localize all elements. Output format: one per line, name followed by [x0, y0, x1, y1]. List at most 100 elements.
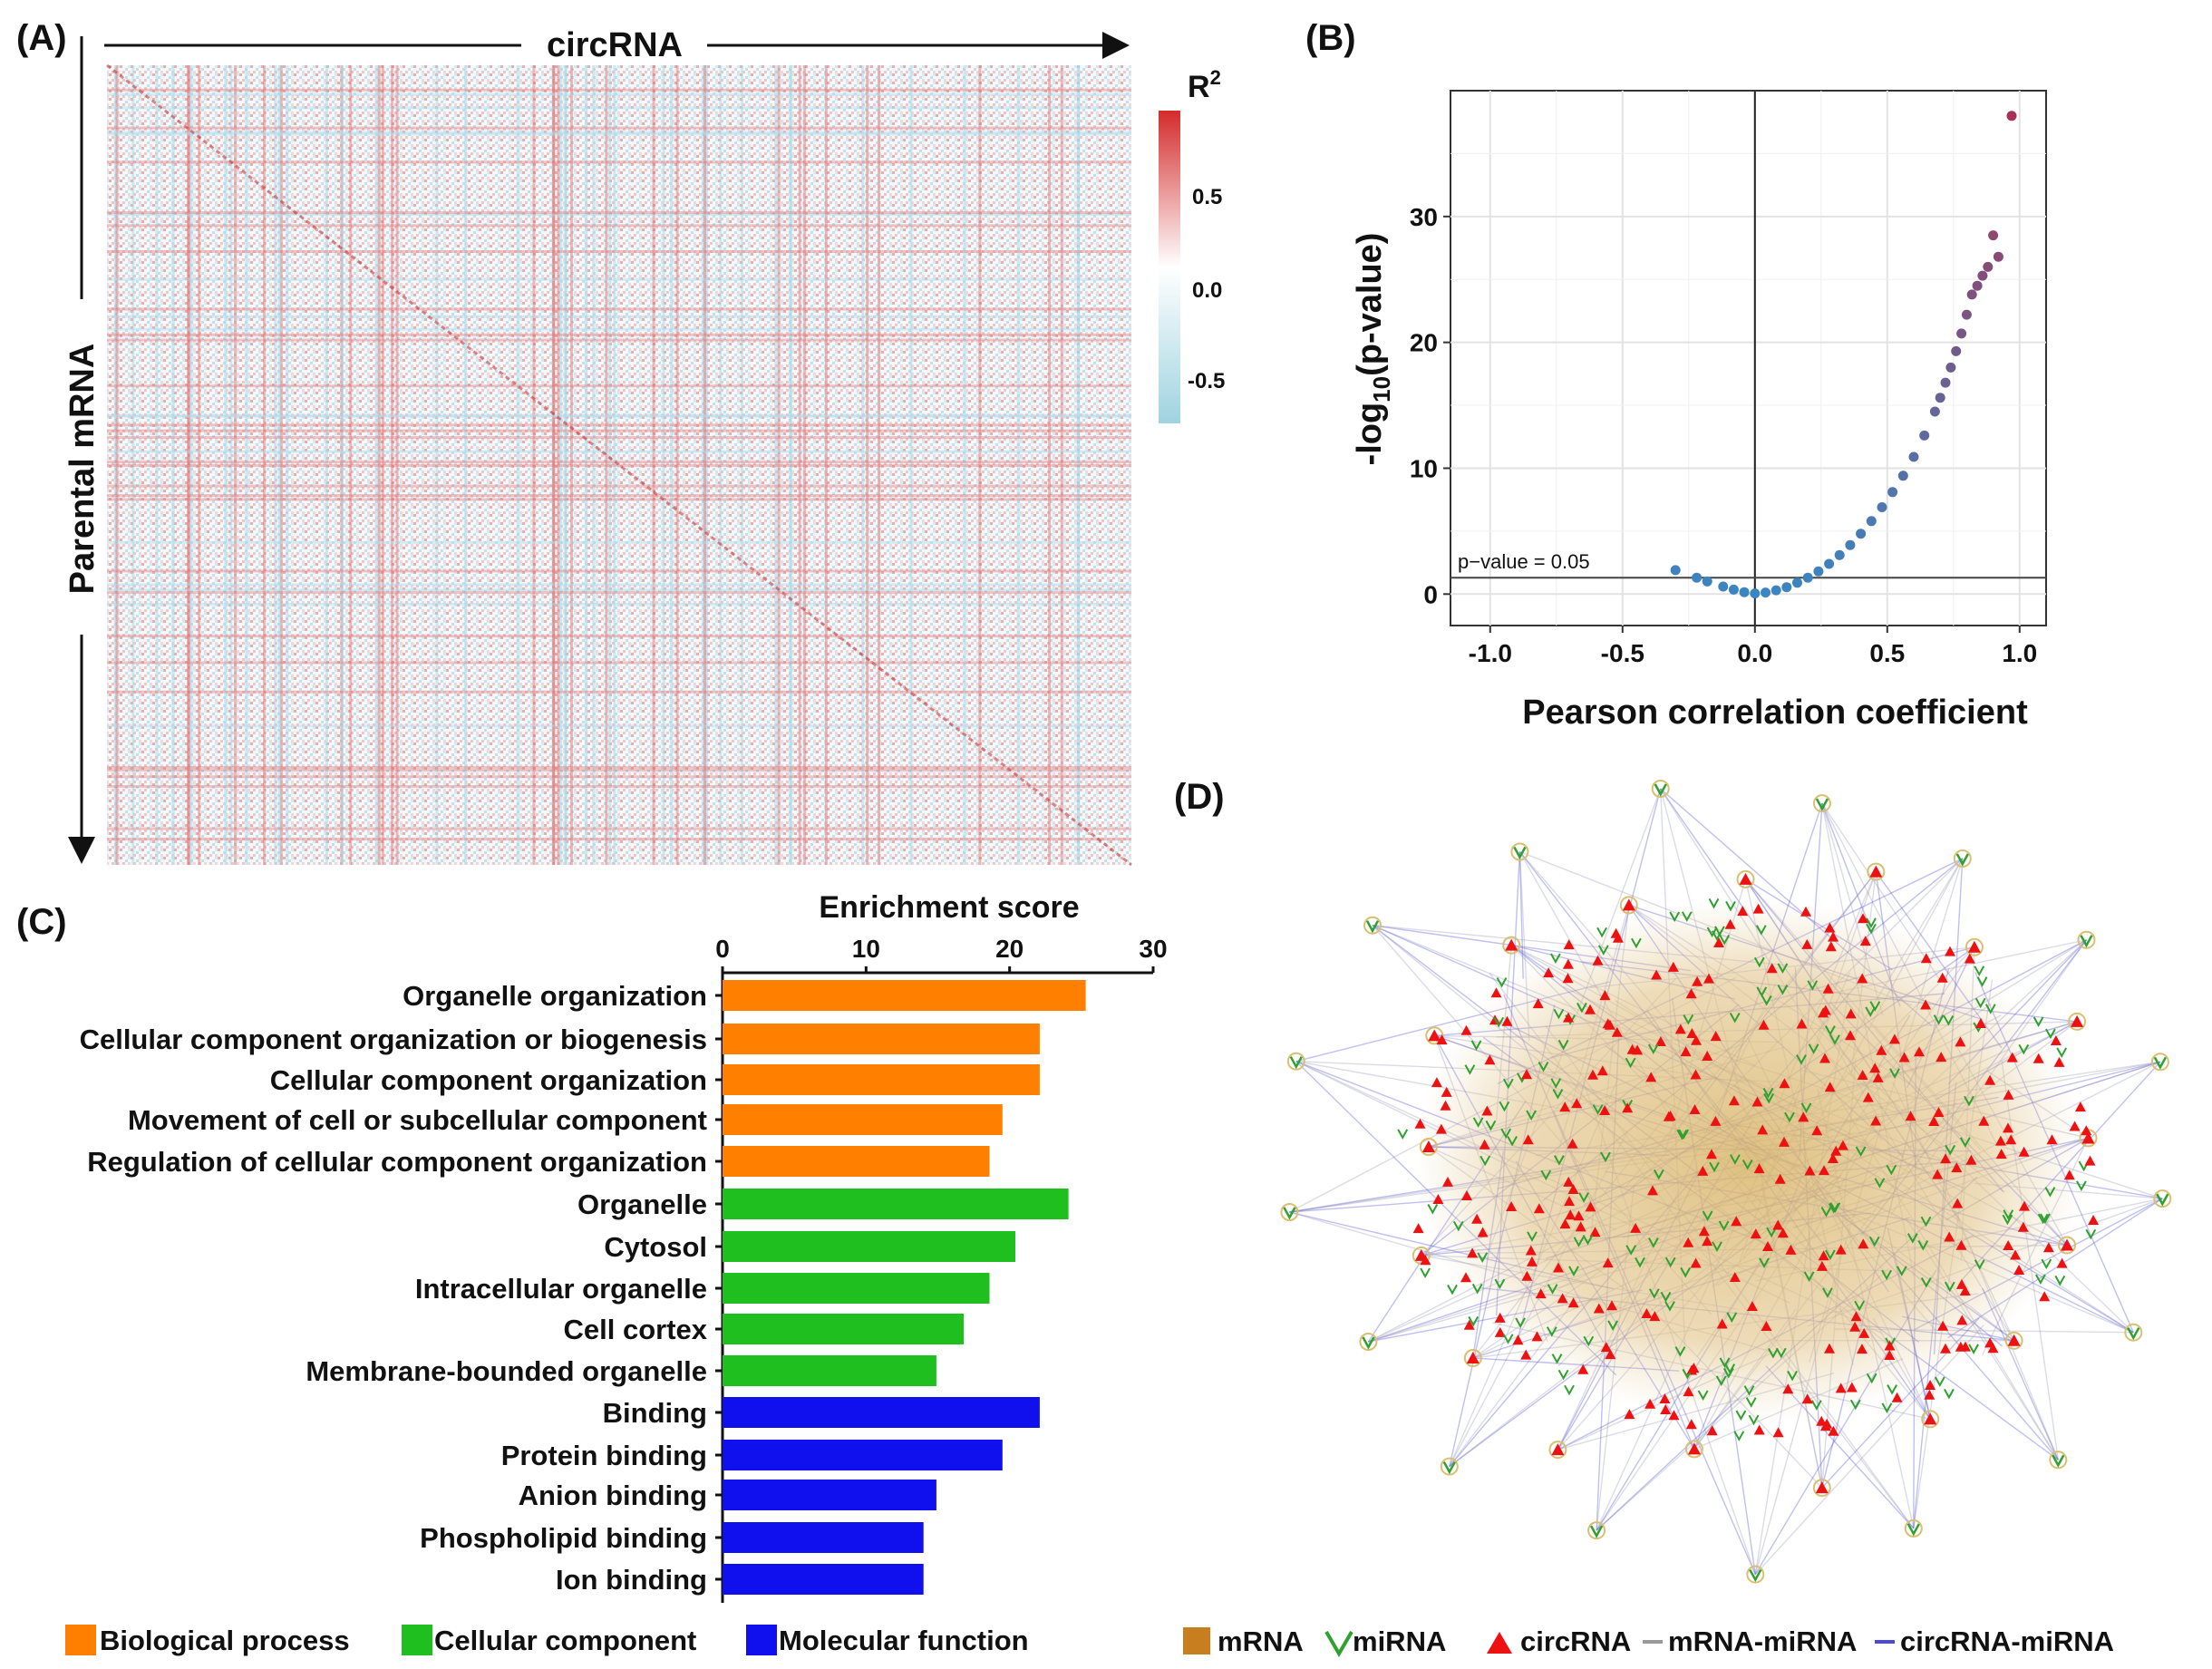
mirna-node: [1735, 1410, 1747, 1422]
heatmap-row-stripe: [107, 766, 1131, 769]
mirna-node: [1855, 1146, 1867, 1158]
circrna-node: [1952, 1198, 1964, 1208]
volcano-y-tick-label: 0: [1423, 580, 1438, 608]
heatmap-col-stripe: [1060, 65, 1063, 865]
circrna-node: [1689, 1104, 1701, 1114]
mirna-node: [1577, 1002, 1587, 1014]
mirna-node: [1527, 1231, 1538, 1242]
heatmap-col-stripe: [435, 65, 439, 865]
mirna-node: [1452, 1220, 1464, 1232]
mirna-node: [1974, 997, 1986, 1009]
mirna-node: [2037, 1213, 2049, 1225]
circrna-node: [1713, 937, 1724, 947]
mirna-node: [1607, 1320, 1618, 1331]
circrna-node: [2003, 1122, 2013, 1133]
mirna-node: [2035, 1274, 2046, 1286]
enrichment-bar: [723, 1104, 1003, 1135]
circrna-node: [1753, 1424, 1765, 1435]
circrna-node: [1477, 1227, 1489, 1237]
circrna-node: [1525, 1245, 1537, 1256]
mirna-node: [2076, 1180, 2087, 1191]
circrna-node: [1750, 1228, 1761, 1239]
circrna-node: [1606, 1300, 1617, 1311]
circrna-node: [1876, 1044, 1887, 1055]
enrichment-tick-label: 30: [1139, 935, 1167, 963]
heatmap-col-stripe: [861, 65, 865, 865]
network-hub-ring: [1463, 1349, 1482, 1367]
mirna-node: [1829, 1034, 1840, 1045]
mirna-node: [2040, 1213, 2051, 1225]
network-hub-ring: [1812, 794, 1831, 813]
circrna-node: [1706, 1149, 1717, 1160]
heatmap-diagonal: [106, 63, 1132, 867]
enrichment-bar: [723, 1064, 1040, 1095]
mirna-node: [1553, 1008, 1565, 1020]
mirna-node: [1917, 1240, 1929, 1251]
circrna-node: [1772, 1219, 1784, 1230]
volcano-point: [1728, 584, 1739, 595]
mirna-node: [1447, 1284, 1458, 1295]
mirna-node: [1866, 917, 1877, 928]
circrna-node: [1920, 953, 1932, 964]
circrna-node: [1461, 1190, 1472, 1200]
volcano-gridlines: [1450, 91, 2046, 626]
heatmap-col-stripe: [349, 65, 353, 865]
circrna-node: [1683, 1237, 1694, 1247]
mirna-node: [1874, 1178, 1886, 1189]
mirna-node: [2056, 1047, 2068, 1058]
circrna-node: [1565, 1209, 1577, 1220]
circrna-node: [1630, 1222, 1642, 1233]
circrna-node: [1481, 1105, 1493, 1116]
enrichment-bar: [723, 980, 1086, 1011]
enrichment-labels: Organelle organization Cellular component…: [80, 980, 723, 1596]
circrna-node: [1816, 1260, 1828, 1271]
network-hub-ring: [2068, 1012, 2087, 1031]
mirna-node: [1597, 945, 1609, 956]
circrna-node: [1774, 1173, 1786, 1184]
network-hub-ring: [1548, 1441, 1567, 1460]
mirna-node: [1496, 977, 1508, 988]
circrna-node: [1846, 1382, 1858, 1392]
heatmap-col-stripe: [274, 65, 277, 865]
circrna-node: [1751, 1096, 1763, 1107]
circrna-node: [1622, 898, 1635, 911]
volcano-point: [1739, 587, 1750, 597]
heatmap-col-stripe: [374, 65, 378, 865]
circrna-node: [1567, 1138, 1578, 1149]
circrna-node: [1858, 913, 1868, 924]
heatmap-col-stripe: [198, 65, 201, 865]
mirna-node: [1669, 911, 1681, 923]
colorbar-title: R2: [1188, 66, 1221, 104]
mirna-node: [1568, 1266, 1579, 1276]
volcano-x-tick-label: 0.5: [1869, 639, 1905, 667]
heatmap-col-stripe: [187, 65, 189, 865]
circrna-node: [1758, 1019, 1770, 1030]
volcano-points: [1670, 111, 2017, 599]
mirna-node: [1881, 1269, 1892, 1281]
enrichment-bar: [723, 1440, 1003, 1470]
network-hub-ring: [1965, 937, 1984, 956]
colorbar-tick-0.5: 0.5: [1192, 185, 1222, 209]
mirna-node: [1743, 1385, 1755, 1396]
circrna-node: [1702, 1051, 1713, 1061]
circrna-node: [1891, 1392, 1903, 1402]
heatmap-col-stripe: [391, 65, 394, 865]
heatmap-row-stripe: [107, 126, 1131, 130]
circrna-node: [1857, 973, 1868, 984]
circrna-node: [1819, 1165, 1829, 1176]
circrna-node: [1872, 1072, 1884, 1082]
mirna-node: [1635, 1257, 1645, 1268]
mirna-node: [1726, 1312, 1738, 1323]
circrna-node: [1964, 953, 1975, 964]
mirna-node: [2044, 1187, 2056, 1198]
network-hub-ring: [2058, 1236, 2076, 1255]
circrna-node: [1835, 1244, 1847, 1255]
circrna-node: [1599, 990, 1611, 1001]
circrna-node: [1811, 1125, 1823, 1136]
heatmap-col-stripe: [552, 65, 556, 865]
circrna-node: [1521, 1270, 1533, 1281]
volcano-point: [1771, 585, 1781, 596]
circrna-node: [1828, 931, 1839, 942]
heatmap-col-stripe: [774, 65, 778, 865]
mirna-node: [2045, 1028, 2056, 1040]
